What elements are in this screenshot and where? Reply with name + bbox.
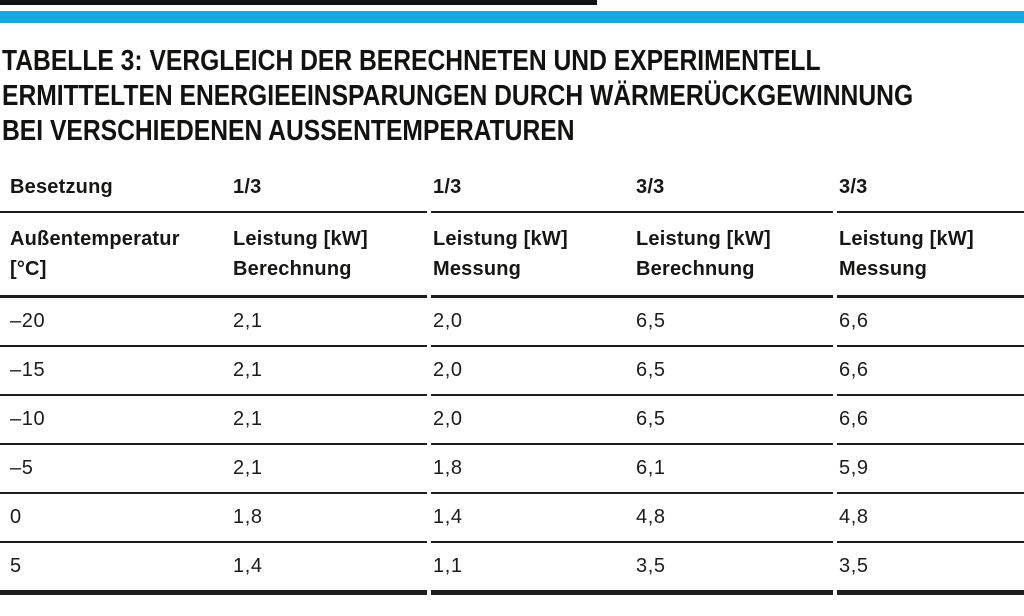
header-line: Berechnung — [636, 258, 755, 280]
temperature-cell: –5 — [10, 457, 34, 479]
value-cell: 6,5 — [636, 359, 666, 381]
value-cell: 4,8 — [636, 506, 666, 528]
header-line: Messung — [433, 258, 522, 280]
occupancy-value: 1/3 — [233, 175, 262, 198]
temperature-cell: –20 — [10, 310, 46, 332]
table-title: TABELLE 3: VERGLEICH DER BERECHNETEN UND… — [2, 44, 1022, 149]
header-divider — [0, 295, 1024, 298]
header-line: Leistung [kW] — [636, 228, 771, 250]
value-cell: 6,6 — [839, 408, 869, 430]
temperature-cell: 0 — [10, 506, 22, 528]
value-cell: 3,5 — [839, 555, 869, 577]
row-divider — [0, 541, 1024, 543]
header-line: Berechnung — [233, 258, 352, 280]
column-header-temperature: Außentemperatur [°C] — [0, 213, 230, 284]
table-row: –20 2,1 2,0 6,5 6,6 — [0, 298, 1024, 345]
table-bottom-rule — [0, 590, 1024, 595]
value-cell: 2,1 — [233, 359, 263, 381]
header-line: [°C] — [10, 258, 47, 280]
value-cell: 6,5 — [636, 408, 666, 430]
table-row: –10 2,1 2,0 6,5 6,6 — [0, 396, 1024, 443]
value-cell: 6,6 — [839, 310, 869, 332]
header-line: Leistung [kW] — [433, 228, 568, 250]
value-cell: 2,0 — [433, 310, 463, 332]
occupancy-value: 3/3 — [839, 175, 868, 198]
header-line: Leistung [kW] — [233, 228, 368, 250]
value-cell: 5,9 — [839, 457, 869, 479]
header-row: Außentemperatur [°C] Leistung [kW] Berec… — [0, 213, 1024, 295]
table-row: –5 2,1 1,8 6,1 5,9 — [0, 445, 1024, 492]
row-divider — [0, 443, 1024, 445]
value-cell: 1,8 — [233, 506, 263, 528]
value-cell: 1,1 — [433, 555, 463, 577]
value-cell: 6,5 — [636, 310, 666, 332]
occupancy-label: Besetzung — [10, 175, 113, 198]
value-cell: 2,0 — [433, 359, 463, 381]
table-row: 5 1,4 1,1 3,5 3,5 — [0, 543, 1024, 590]
column-header: Leistung [kW] Berechnung — [633, 213, 836, 284]
title-line-1: TABELLE 3: VERGLEICH DER BERECHNETEN UND… — [2, 45, 821, 77]
temperature-cell: 5 — [10, 555, 22, 577]
row-divider — [0, 345, 1024, 347]
column-header: Leistung [kW] Messung — [430, 213, 633, 284]
column-header: Leistung [kW] Berechnung — [230, 213, 430, 284]
value-cell: 1,4 — [433, 506, 463, 528]
title-line-2: ERMITTELTEN ENERGIEEINSPARUNGEN DURCH WÄ… — [2, 80, 914, 112]
occupancy-row: Besetzung 1/3 1/3 3/3 3/3 — [0, 163, 1024, 211]
value-cell: 6,6 — [839, 359, 869, 381]
temperature-cell: –15 — [10, 359, 46, 381]
header-line: Außentemperatur — [10, 228, 180, 250]
occupancy-value: 1/3 — [433, 175, 462, 198]
value-cell: 1,8 — [433, 457, 463, 479]
accent-bar — [0, 11, 1024, 23]
value-cell: 2,1 — [233, 408, 263, 430]
header-line: Messung — [839, 258, 928, 280]
value-cell: 1,4 — [233, 555, 263, 577]
column-header: Leistung [kW] Messung — [836, 213, 1024, 284]
table-row: 0 1,8 1,4 4,8 4,8 — [0, 494, 1024, 541]
value-cell: 2,1 — [233, 310, 263, 332]
header-line: Leistung [kW] — [839, 228, 974, 250]
occupancy-value: 3/3 — [636, 175, 665, 198]
value-cell: 4,8 — [839, 506, 869, 528]
value-cell: 3,5 — [636, 555, 666, 577]
top-rule — [0, 0, 597, 5]
value-cell: 2,1 — [233, 457, 263, 479]
table-row: –15 2,1 2,0 6,5 6,6 — [0, 347, 1024, 394]
value-cell: 6,1 — [636, 457, 666, 479]
row-divider — [0, 394, 1024, 396]
data-table: Besetzung 1/3 1/3 3/3 3/3 Außentemperatu… — [0, 163, 1024, 595]
row-divider — [0, 211, 1024, 213]
temperature-cell: –10 — [10, 408, 46, 430]
value-cell: 2,0 — [433, 408, 463, 430]
title-line-3: BEI VERSCHIEDENEN AUSSENTEMPERATUREN — [2, 115, 575, 147]
row-divider — [0, 492, 1024, 494]
